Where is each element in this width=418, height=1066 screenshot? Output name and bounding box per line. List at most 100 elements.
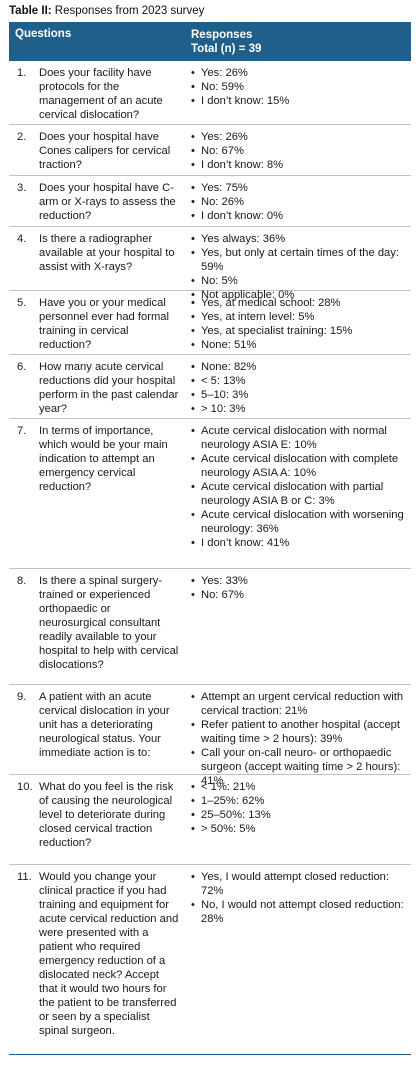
responses-cell: Yes: 26%No: 59%I don’t know: 15% — [183, 61, 411, 124]
responses-cell: Yes, I would attempt closed reduction: 7… — [183, 865, 411, 1054]
table-row: 3. Does your hospital have C-arm or X-ray… — [9, 176, 411, 227]
response-item: No, I would not attempt closed reduction… — [191, 898, 409, 926]
question-cell: 5. Have you or your medical personnel eve… — [9, 291, 183, 354]
question-cell: 7. In terms of importance, which would be… — [9, 419, 183, 568]
question-number: 2. — [17, 131, 27, 143]
response-item: Attempt an urgent cervical reduction wit… — [191, 690, 409, 718]
question-number: 11. — [17, 871, 32, 883]
question-number: 8. — [17, 575, 27, 587]
response-item: No: 26% — [191, 195, 409, 209]
responses-cell: None: 82%< 5: 13%5–10: 3%> 10: 3% — [183, 355, 411, 418]
response-item: Acute cervical dislocation with normal n… — [191, 424, 409, 452]
response-item: None: 82% — [191, 360, 409, 374]
response-item: I don’t know: 41% — [191, 536, 409, 550]
response-item: Yes always: 36% — [191, 232, 409, 246]
header-responses-title: Responses — [191, 29, 253, 41]
responses-cell: Yes, at medical school: 28%Yes, at inter… — [183, 291, 411, 354]
response-item: I don’t know: 0% — [191, 209, 409, 223]
question-number: 7. — [17, 425, 27, 437]
table-row: 1. Does your facility have protocols for … — [9, 61, 411, 125]
question-text: Does your hospital have C-arm or X-rays … — [39, 182, 176, 222]
response-item: < 5: 13% — [191, 374, 409, 388]
response-item: Yes, at medical school: 28% — [191, 296, 409, 310]
response-item: Yes: 33% — [191, 574, 409, 588]
table-row: 6. How many acute cervical reductions did… — [9, 355, 411, 419]
table-row: 2. Does your hospital have Cones calipers… — [9, 125, 411, 176]
response-item: Yes, I would attempt closed reduction: 7… — [191, 870, 409, 898]
question-text: A patient with an acute cervical disloca… — [39, 691, 170, 759]
response-item: I don’t know: 8% — [191, 158, 409, 172]
response-list: Yes: 33%No: 67% — [191, 574, 409, 602]
table-header: Questions Responses Total (n) = 39 — [9, 22, 411, 61]
response-item: I don’t know: 15% — [191, 94, 409, 108]
question-cell: 6. How many acute cervical reductions did… — [9, 355, 183, 418]
response-item: Yes: 26% — [191, 130, 409, 144]
response-item: Call your on-call neuro- or orthopaedic … — [191, 746, 409, 788]
question-number: 1. — [17, 67, 27, 79]
question-cell: 4. Is there a radiographer available at y… — [9, 227, 183, 290]
response-item: 1–25%: 62% — [191, 794, 409, 808]
response-item: Acute cervical dislocation with worsenin… — [191, 508, 409, 536]
question-number: 4. — [17, 233, 27, 245]
question-text: Have you or your medical personnel ever … — [39, 297, 169, 351]
response-item: None: 51% — [191, 338, 409, 352]
question-number: 6. — [17, 361, 27, 373]
table-row: 11. Would you change your clinical practi… — [9, 865, 411, 1055]
question-cell: 10. What do you feel is the risk of causi… — [9, 775, 183, 864]
table-row: 9. A patient with an acute cervical dislo… — [9, 685, 411, 787]
response-list: Acute cervical dislocation with normal n… — [191, 424, 409, 550]
responses-cell: Attempt an urgent cervical reduction wit… — [183, 685, 411, 787]
response-item: Yes, at intern level: 5% — [191, 310, 409, 324]
question-text: How many acute cervical reductions did y… — [39, 361, 179, 415]
response-item: Yes: 75% — [191, 181, 409, 195]
responses-cell: Yes always: 36%Yes, but only at certain … — [183, 227, 411, 302]
question-cell: 9. A patient with an acute cervical dislo… — [9, 685, 183, 774]
table-caption: Table II: Responses from 2023 survey — [9, 0, 411, 22]
table-title: Responses from 2023 survey — [51, 5, 205, 17]
header-responses: Responses Total (n) = 39 — [183, 23, 411, 61]
question-cell: 11. Would you change your clinical practi… — [9, 865, 183, 1054]
response-list: < 1%: 21%1–25%: 62%25–50%: 13%> 50%: 5% — [191, 780, 409, 836]
response-item: 5–10: 3% — [191, 388, 409, 402]
responses-cell: Yes: 75%No: 26%I don’t know: 0% — [183, 176, 411, 226]
header-responses-total: Total (n) = 39 — [191, 43, 262, 55]
table-row: 10. What do you feel is the risk of causi… — [9, 775, 411, 865]
response-item: No: 59% — [191, 80, 409, 94]
table-row: 5. Have you or your medical personnel eve… — [9, 291, 411, 355]
response-list: None: 82%< 5: 13%5–10: 3%> 10: 3% — [191, 360, 409, 416]
response-item: > 50%: 5% — [191, 822, 409, 836]
question-text: Is there a spinal surgery-trained or exp… — [39, 575, 179, 671]
response-item: > 10: 3% — [191, 402, 409, 416]
table-body: 1. Does your facility have protocols for … — [9, 61, 411, 1055]
survey-table: Table II: Responses from 2023 survey Que… — [9, 0, 411, 1055]
response-list: Yes, I would attempt closed reduction: 7… — [191, 870, 409, 926]
question-number: 5. — [17, 297, 27, 309]
response-list: Yes: 26%No: 67%I don’t know: 8% — [191, 130, 409, 172]
response-item: Refer patient to another hospital (accep… — [191, 718, 409, 746]
table-row: 8. Is there a spinal surgery-trained or e… — [9, 569, 411, 685]
question-cell: 2. Does your hospital have Cones calipers… — [9, 125, 183, 175]
header-questions: Questions — [15, 28, 72, 40]
response-item: No: 67% — [191, 588, 409, 602]
question-text: Is there a radiographer available at you… — [39, 233, 175, 273]
response-item: Acute cervical dislocation with partial … — [191, 480, 409, 508]
response-list: Yes: 75%No: 26%I don’t know: 0% — [191, 181, 409, 223]
response-list: Yes: 26%No: 59%I don’t know: 15% — [191, 66, 409, 108]
response-list: Attempt an urgent cervical reduction wit… — [191, 690, 409, 788]
responses-cell: Yes: 33%No: 67% — [183, 569, 411, 684]
question-cell: 1. Does your facility have protocols for … — [9, 61, 183, 124]
response-item: Yes, but only at certain times of the da… — [191, 246, 409, 274]
response-item: 25–50%: 13% — [191, 808, 409, 822]
responses-cell: Yes: 26%No: 67%I don’t know: 8% — [183, 125, 411, 175]
responses-cell: Acute cervical dislocation with normal n… — [183, 419, 411, 568]
question-number: 9. — [17, 691, 27, 703]
question-number: 3. — [17, 182, 27, 194]
response-item: No: 67% — [191, 144, 409, 158]
table-label: Table II: — [9, 5, 52, 17]
question-text: Does your facility have protocols for th… — [39, 67, 163, 121]
response-item: < 1%: 21% — [191, 780, 409, 794]
question-text: What do you feel is the risk of causing … — [39, 781, 174, 849]
question-cell: 3. Does your hospital have C-arm or X-ray… — [9, 176, 183, 226]
question-cell: 8. Is there a spinal surgery-trained or e… — [9, 569, 183, 684]
response-item: Yes, at specialist training: 15% — [191, 324, 409, 338]
